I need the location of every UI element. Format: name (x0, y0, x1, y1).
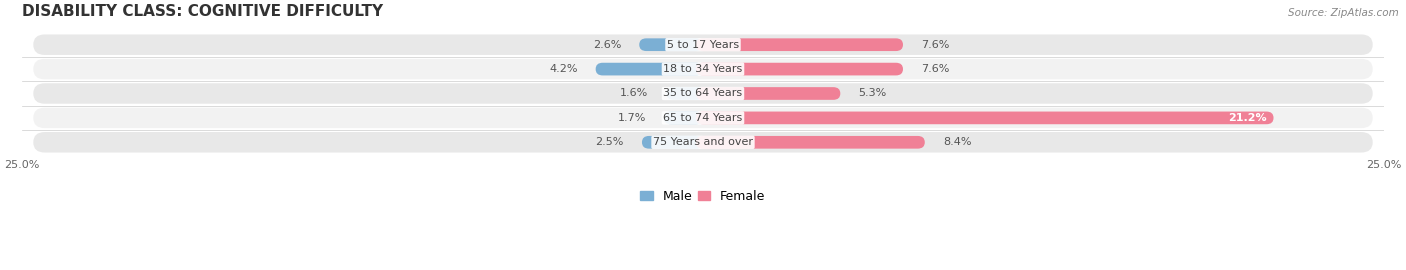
FancyBboxPatch shape (666, 87, 703, 100)
Text: 18 to 34 Years: 18 to 34 Years (664, 64, 742, 74)
FancyBboxPatch shape (640, 38, 703, 51)
Text: 21.2%: 21.2% (1229, 113, 1267, 123)
FancyBboxPatch shape (34, 132, 1372, 153)
Text: 5 to 17 Years: 5 to 17 Years (666, 40, 740, 50)
FancyBboxPatch shape (34, 83, 1372, 104)
FancyBboxPatch shape (643, 136, 703, 149)
Text: DISABILITY CLASS: COGNITIVE DIFFICULTY: DISABILITY CLASS: COGNITIVE DIFFICULTY (22, 4, 382, 19)
Text: 1.7%: 1.7% (617, 113, 645, 123)
Text: 5.3%: 5.3% (858, 89, 887, 99)
Text: 8.4%: 8.4% (943, 137, 972, 147)
Text: 65 to 74 Years: 65 to 74 Years (664, 113, 742, 123)
FancyBboxPatch shape (34, 59, 1372, 79)
Text: 4.2%: 4.2% (550, 64, 578, 74)
FancyBboxPatch shape (34, 108, 1372, 128)
FancyBboxPatch shape (696, 136, 925, 149)
Text: 7.6%: 7.6% (921, 64, 949, 74)
FancyBboxPatch shape (34, 35, 1372, 55)
Text: 2.6%: 2.6% (593, 40, 621, 50)
Text: 2.5%: 2.5% (596, 137, 624, 147)
Text: 75 Years and over: 75 Years and over (652, 137, 754, 147)
FancyBboxPatch shape (596, 63, 703, 75)
Text: 1.6%: 1.6% (620, 89, 648, 99)
FancyBboxPatch shape (664, 112, 703, 124)
FancyBboxPatch shape (696, 87, 841, 100)
Text: 7.6%: 7.6% (921, 40, 949, 50)
FancyBboxPatch shape (696, 112, 1274, 124)
Text: 35 to 64 Years: 35 to 64 Years (664, 89, 742, 99)
Legend: Male, Female: Male, Female (636, 185, 770, 208)
FancyBboxPatch shape (696, 63, 903, 75)
FancyBboxPatch shape (696, 38, 903, 51)
Text: Source: ZipAtlas.com: Source: ZipAtlas.com (1288, 8, 1399, 18)
